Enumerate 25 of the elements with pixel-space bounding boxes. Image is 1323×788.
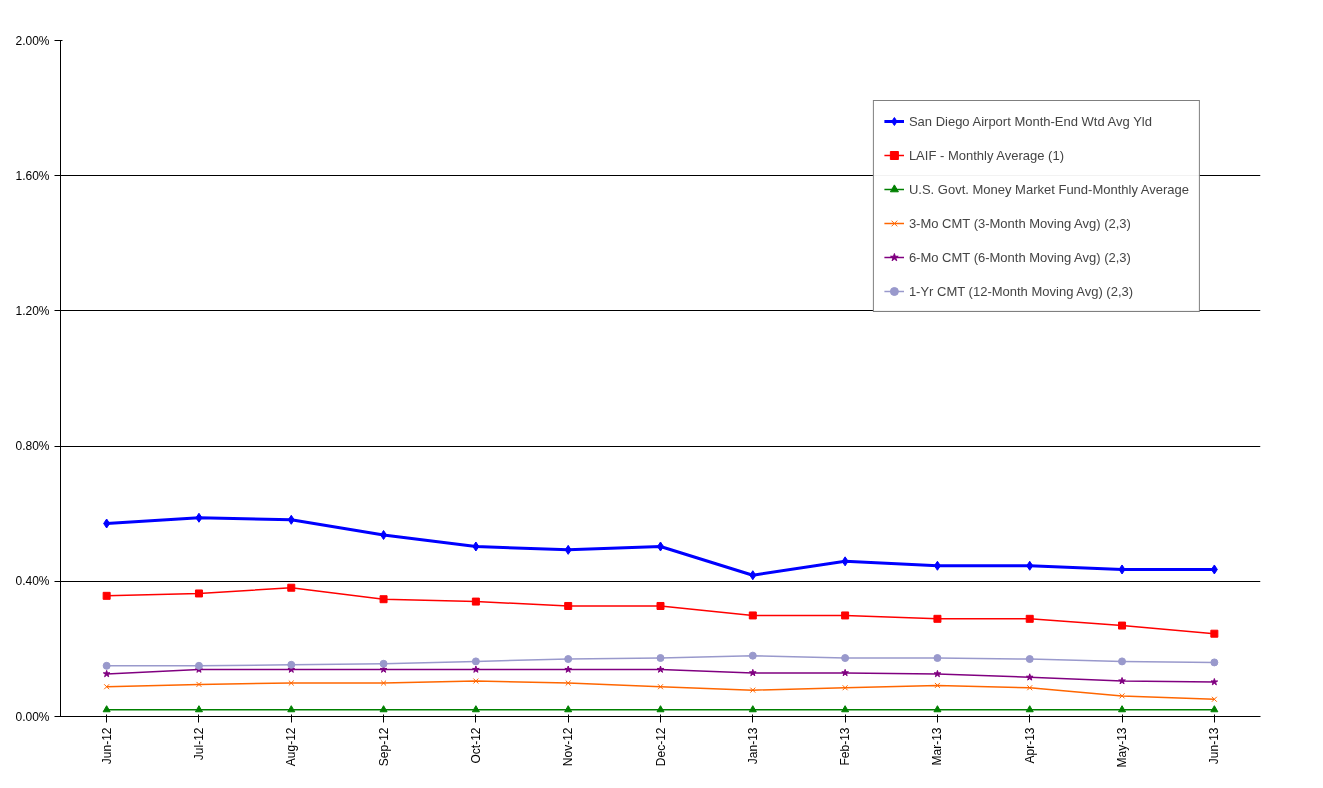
x-tick-label: Oct-12 (468, 727, 483, 764)
legend-label: U.S. Govt. Money Market Fund-Monthly Average (908, 181, 1189, 197)
y-tick-label: 1.60% (15, 168, 50, 183)
x-tick-label: Jun-12 (99, 727, 114, 765)
x-tick-label: May-13 (1115, 727, 1130, 768)
legend-label: 6-Mo CMT (6-Month Moving Avg) (2,3) (908, 249, 1131, 265)
y-tick-label: 0.80% (15, 439, 50, 454)
x-tick-label: Jun-13 (1207, 727, 1222, 765)
y-tick-label: 0.00% (15, 709, 50, 724)
y-tick-label: 1.20% (15, 303, 50, 318)
legend-label: 1-Yr CMT (12-Month Moving Avg) (2,3) (908, 283, 1134, 299)
x-tick-label: Mar-13 (930, 727, 945, 766)
x-tick-label: Nov-12 (561, 727, 576, 767)
x-tick-label: Jul-12 (191, 727, 206, 761)
x-tick-label: Aug-12 (284, 727, 299, 767)
x-tick-label: Feb-13 (838, 727, 853, 766)
legend-label: San Diego Airport Month-End Wtd Avg Yld (908, 113, 1152, 129)
legend-label: 3-Mo CMT (3-Month Moving Avg) (2,3) (908, 215, 1131, 231)
x-tick-label: Dec-12 (653, 727, 668, 767)
y-tick-label: 0.40% (15, 574, 50, 589)
x-tick-label: Apr-13 (1022, 727, 1037, 764)
x-tick-label: Jan-13 (745, 727, 760, 765)
y-tick-label: 2.00% (15, 33, 50, 48)
x-tick-label: Sep-12 (376, 727, 391, 767)
legend-label: LAIF - Monthly Average (1) (908, 147, 1064, 163)
